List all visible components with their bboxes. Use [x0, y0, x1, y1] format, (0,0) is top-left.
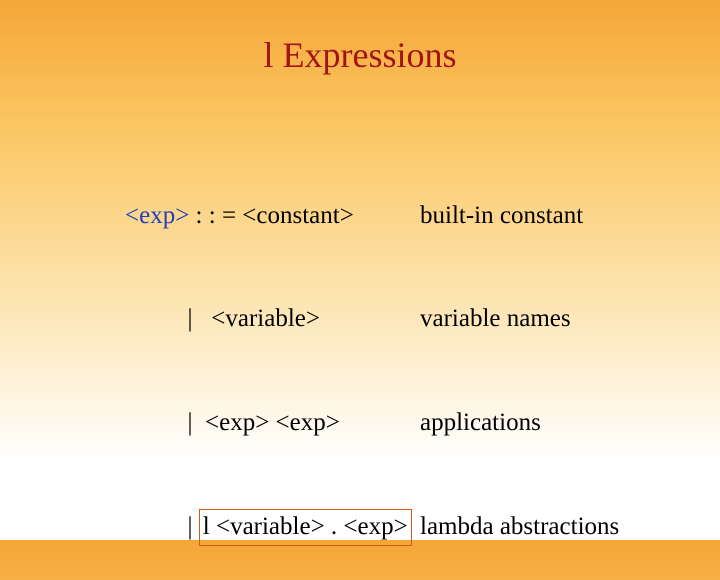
- production-3-lambda: l: [203, 513, 210, 540]
- desc-1: variable names: [420, 302, 571, 337]
- title-text: Expressions: [274, 35, 457, 75]
- bar-2: |: [188, 409, 206, 436]
- desc-0: built-in constant: [420, 199, 583, 234]
- page-title: l Expressions: [0, 0, 720, 76]
- indent-1: [125, 305, 188, 332]
- grammar-row-1: | <variable> variable names: [100, 268, 619, 372]
- production-3-rest: <variable> . <exp>: [210, 513, 408, 540]
- production-1: <variable>: [205, 305, 320, 332]
- bar-3: |: [188, 513, 199, 540]
- grammar-row-2: | <exp> <exp> applications: [100, 371, 619, 475]
- lambda-abstraction-highlight: l <variable> . <exp>: [199, 509, 412, 546]
- grammar-row-0: <exp> : : = <constant> built-in constant: [100, 164, 619, 268]
- grammar-sep: : : =: [189, 202, 242, 229]
- grammar-row-3: | l <variable> . <exp> lambda abstractio…: [100, 475, 619, 580]
- production-2: <exp> <exp>: [205, 409, 340, 436]
- production-0: <constant>: [242, 202, 354, 229]
- indent-3: [125, 513, 188, 540]
- lhs-nonterminal: <exp>: [125, 202, 189, 229]
- bar-1: |: [188, 305, 206, 332]
- desc-2: applications: [420, 406, 541, 441]
- grammar-block: <exp> : : = <constant>built-in constant …: [100, 164, 619, 580]
- desc-3: lambda abstractions: [420, 510, 619, 545]
- title-lambda: l: [263, 35, 273, 75]
- indent-2: [125, 409, 188, 436]
